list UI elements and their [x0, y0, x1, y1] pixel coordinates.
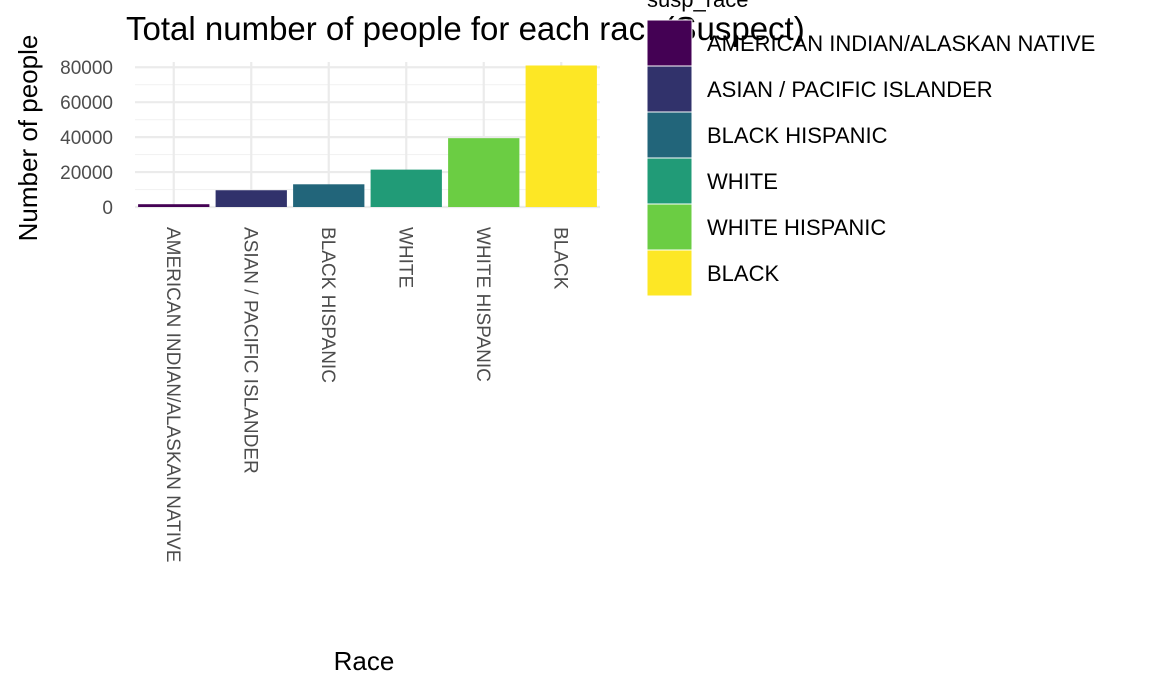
- chart-title: Total number of people for each race(Sus…: [126, 10, 805, 47]
- y-axis-title: Number of people: [13, 35, 43, 242]
- legend-label: WHITE: [707, 169, 778, 194]
- legend-key: [646, 203, 693, 251]
- bar: [293, 184, 365, 207]
- legend-key: [646, 111, 693, 159]
- x-tick-label: ASIAN / PACIFIC ISLANDER: [239, 227, 260, 474]
- legend-label: AMERICAN INDIAN/ALASKAN NATIVE: [707, 31, 1095, 56]
- x-tick-label: BLACK HISPANIC: [317, 227, 338, 383]
- bar: [215, 190, 287, 207]
- x-tick-label: BLACK: [549, 227, 570, 290]
- y-tick-label: 60000: [60, 93, 113, 114]
- bars: [138, 65, 597, 207]
- legend-label: WHITE HISPANIC: [707, 215, 886, 240]
- bar: [448, 138, 520, 207]
- x-tick-label: WHITE: [394, 227, 415, 288]
- x-axis-title: Race: [334, 646, 395, 676]
- x-tick-label: AMERICAN INDIAN/ALASKAN NATIVE: [162, 227, 183, 562]
- y-tick-label: 0: [102, 198, 113, 219]
- bar: [138, 204, 210, 207]
- legend-label: ASIAN / PACIFIC ISLANDER: [707, 77, 993, 102]
- y-tick-label: 20000: [60, 163, 113, 184]
- legend-title: susp_race: [647, 0, 749, 12]
- legend-key: [646, 19, 693, 67]
- x-axis-ticks: AMERICAN INDIAN/ALASKAN NATIVE ASIAN / PA…: [162, 227, 571, 562]
- y-tick-label: 40000: [60, 128, 113, 149]
- legend: susp_race AMERICAN INDIAN/ALASKAN NATIVE…: [646, 0, 1095, 297]
- x-tick-label: WHITE HISPANIC: [472, 227, 493, 382]
- y-axis-ticks: 0 20000 40000 60000 80000: [60, 58, 113, 219]
- legend-label: BLACK: [707, 261, 779, 286]
- legend-key: [646, 157, 693, 205]
- legend-key: [646, 65, 693, 113]
- bar: [525, 65, 597, 207]
- bar: [370, 169, 442, 207]
- legend-key: [646, 249, 693, 297]
- y-tick-label: 80000: [60, 58, 113, 79]
- legend-label: BLACK HISPANIC: [707, 123, 888, 148]
